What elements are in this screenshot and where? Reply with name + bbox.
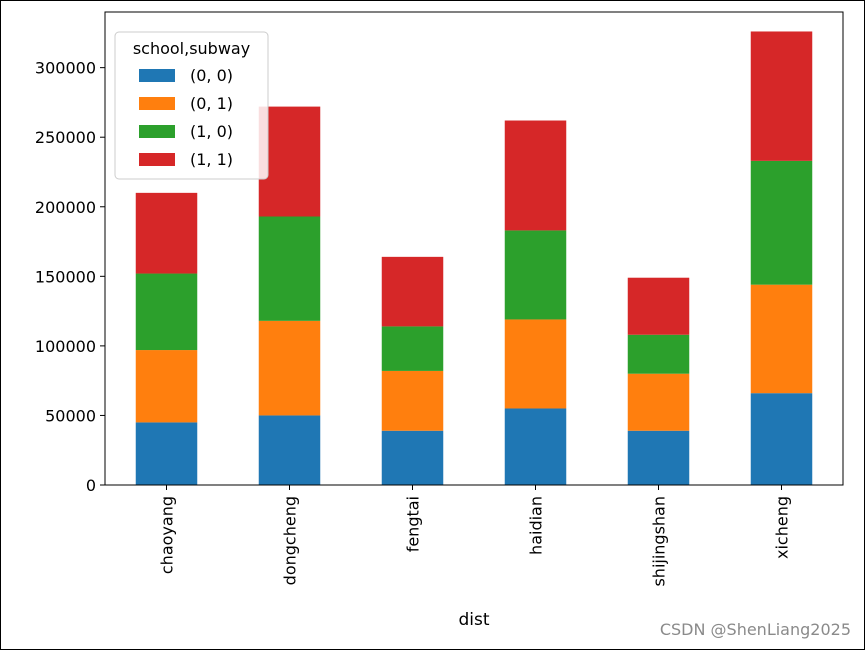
x-tick-label-fengtai: fengtai	[404, 496, 423, 552]
bar-dongcheng-series-0	[258, 415, 321, 485]
x-tick-label-chaoyang: chaoyang	[158, 496, 177, 574]
bar-haidian-series-2	[504, 230, 567, 320]
bar-xicheng-series-0	[750, 393, 813, 485]
bar-shijingshan-series-3	[627, 277, 690, 335]
y-tick-label: 50000	[45, 406, 96, 425]
bar-chaoyang-series-1	[135, 350, 198, 423]
y-tick-label: 300000	[35, 59, 96, 78]
legend-label-1: (0, 1)	[190, 94, 233, 113]
x-tick-label-shijingshan: shijingshan	[650, 496, 669, 587]
y-tick-label: 200000	[35, 198, 96, 217]
bars-layer	[135, 31, 813, 485]
bar-shijingshan-series-2	[627, 334, 690, 374]
y-tick-label: 250000	[35, 128, 96, 147]
bar-dongcheng-series-2	[258, 216, 321, 321]
bar-haidian-series-1	[504, 319, 567, 409]
bar-xicheng-series-2	[750, 160, 813, 285]
bar-fengtai-series-0	[381, 430, 444, 485]
bar-haidian-series-0	[504, 408, 567, 485]
bar-fengtai-series-2	[381, 326, 444, 371]
bar-xicheng-series-1	[750, 284, 813, 394]
x-tick-label-xicheng: xicheng	[773, 496, 792, 559]
legend-swatch-2	[139, 125, 175, 138]
bar-dongcheng-series-1	[258, 320, 321, 416]
legend-swatch-1	[139, 97, 175, 110]
legend-label-0: (0, 0)	[190, 66, 233, 85]
legend-swatch-0	[139, 69, 175, 82]
bar-dongcheng-series-3	[258, 106, 321, 217]
x-tick-label-dongcheng: dongcheng	[281, 496, 300, 585]
bar-chaoyang-series-0	[135, 422, 198, 485]
bar-xicheng-series-3	[750, 31, 813, 161]
bar-shijingshan-series-1	[627, 373, 690, 431]
legend-title: school,subway	[133, 39, 250, 58]
bar-haidian-series-3	[504, 120, 567, 231]
bar-chaoyang-series-2	[135, 273, 198, 351]
bar-chaoyang-series-3	[135, 192, 198, 274]
bar-fengtai-series-1	[381, 370, 444, 431]
x-axis-label: dist	[458, 610, 489, 630]
y-axis: 0 50000 100000 150000 200000 250000 300000	[35, 59, 105, 495]
y-tick-label: 100000	[35, 337, 96, 356]
legend-label-3: (1, 1)	[190, 150, 233, 169]
legend-label-2: (1, 0)	[190, 122, 233, 141]
legend: school,subway (0, 0) (0, 1) (1, 0) (1, 1)	[114, 31, 269, 180]
bar-shijingshan-series-0	[627, 430, 690, 485]
legend-box	[114, 31, 269, 180]
y-tick-label: 150000	[35, 267, 96, 286]
y-tick-label: 0	[86, 476, 96, 495]
plot-area-frame	[104, 11, 844, 486]
legend-swatch-3	[139, 153, 175, 166]
x-axis: chaoyang dongcheng fengtai haidian shijingsh…	[158, 485, 792, 587]
watermark: CSDN @ShenLiang2025	[659, 620, 851, 639]
bar-fengtai-series-3	[381, 256, 444, 327]
x-tick-label-haidian: haidian	[527, 496, 546, 555]
